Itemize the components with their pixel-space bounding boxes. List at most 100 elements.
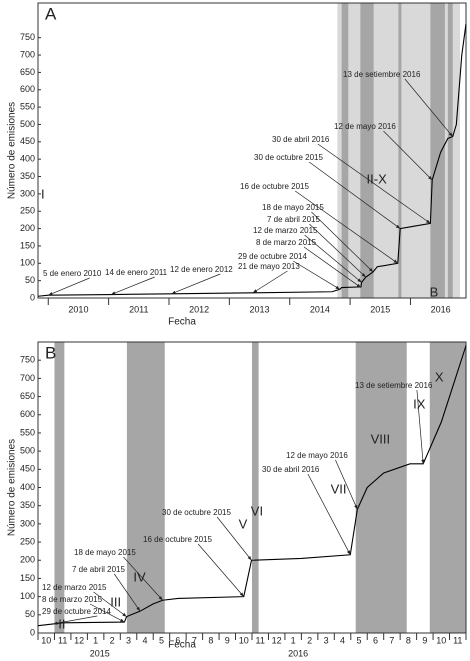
y-tick-label: 200 bbox=[20, 555, 35, 565]
x-tick-label: 3 bbox=[324, 635, 329, 645]
x-tick-label: 1 bbox=[93, 635, 98, 645]
shaded-band bbox=[252, 342, 259, 633]
annotation-arrow bbox=[404, 78, 453, 137]
x-tick-label: 12 bbox=[272, 635, 282, 645]
shaded-band bbox=[429, 342, 466, 633]
annotation-label: 29 de octubre 2014 bbox=[42, 607, 111, 616]
annotation-arrow bbox=[292, 260, 341, 290]
x-tick-label: 10 bbox=[239, 635, 249, 645]
x-tick-label: 2 bbox=[110, 635, 115, 645]
annotation-label: 12 de mayo 2016 bbox=[334, 122, 396, 131]
x-axis-title: Fecha bbox=[168, 317, 196, 328]
annotation-arrow bbox=[335, 459, 358, 510]
annotation-label: 13 de setiembre 2016 bbox=[343, 70, 421, 79]
plot-frame bbox=[37, 2, 467, 299]
annotation-arrow bbox=[303, 246, 362, 288]
y-tick-label: 350 bbox=[20, 500, 35, 510]
x-tick-label: 11 bbox=[58, 635, 67, 645]
region-label: VIII bbox=[371, 431, 391, 446]
annotation-arrow bbox=[89, 603, 125, 623]
y-axis-title: Número de emisiones bbox=[7, 439, 18, 536]
annotation-arrow bbox=[416, 389, 425, 464]
annotation-arrow bbox=[307, 473, 351, 555]
region-label: VI bbox=[251, 503, 263, 518]
x-tick-label: 2011 bbox=[129, 304, 148, 314]
x-tick-label: 2016 bbox=[431, 304, 451, 314]
annotation-label: 18 de mayo 2015 bbox=[74, 548, 136, 557]
shaded-band bbox=[360, 3, 374, 298]
x-tick-label: 10 bbox=[436, 635, 446, 645]
x-tick-label: 2015 bbox=[370, 304, 390, 314]
x-tick-label: 2 bbox=[307, 635, 312, 645]
annotation-label: 7 de abril 2015 bbox=[72, 565, 125, 574]
x-tick-label: 11 bbox=[256, 635, 265, 645]
x-tick-label: 2014 bbox=[310, 304, 330, 314]
annotation-arrow bbox=[110, 276, 155, 295]
region-label: II bbox=[58, 616, 65, 631]
shaded-band bbox=[398, 3, 402, 298]
annotation-label: 30 de octubre 2015 bbox=[254, 153, 323, 162]
x-axis-title: Fecha bbox=[168, 640, 196, 651]
x-tick-label: 9 bbox=[225, 635, 230, 645]
x-tick-label: 4 bbox=[340, 635, 345, 645]
y-tick-label: 250 bbox=[20, 536, 35, 546]
shaded-band bbox=[126, 342, 165, 633]
shaded-band bbox=[430, 3, 445, 298]
y-tick-label: 650 bbox=[20, 391, 35, 401]
annotation-arrow bbox=[53, 615, 98, 625]
annotation-label: 16 de octubre 2015 bbox=[240, 182, 309, 191]
y-tick-label: 350 bbox=[20, 171, 35, 181]
region-label: II-X bbox=[367, 171, 388, 186]
region-label: IX bbox=[413, 396, 426, 411]
y-tick-label: 0 bbox=[30, 292, 35, 302]
x-tick-label: 6 bbox=[175, 635, 180, 645]
y-tick-label: 600 bbox=[20, 84, 35, 94]
shaded-band bbox=[54, 342, 65, 633]
x-tick-label: 5 bbox=[159, 635, 164, 645]
annotation-label: 13 de setiembre 2016 bbox=[355, 381, 433, 390]
x-tick-label: 5 bbox=[356, 635, 361, 645]
y-tick-label: 50 bbox=[25, 609, 35, 619]
annotation-label: 30 de abril 2016 bbox=[262, 465, 320, 474]
year-label: 2015 bbox=[90, 648, 110, 658]
x-tick-label: 2012 bbox=[189, 304, 209, 314]
y-tick-label: 300 bbox=[20, 518, 35, 528]
y-tick-label: 0 bbox=[30, 627, 35, 637]
region-label: I bbox=[41, 186, 45, 201]
y-tick-label: 550 bbox=[20, 101, 35, 111]
x-tick-label: 1 bbox=[291, 635, 296, 645]
x-tick-label: 7 bbox=[192, 635, 197, 645]
annotation-arrow bbox=[383, 130, 433, 181]
annotation-label: 29 de octubre 2014 bbox=[238, 252, 307, 261]
data-line bbox=[37, 23, 467, 297]
region-label: IV bbox=[133, 570, 146, 585]
y-tick-label: 150 bbox=[20, 573, 35, 583]
annotation-label: 16 de octubre 2015 bbox=[143, 535, 212, 544]
annotation-arrow bbox=[114, 573, 141, 612]
x-tick-label: 2010 bbox=[68, 304, 88, 314]
region-label: V bbox=[239, 516, 248, 531]
y-tick-label: 100 bbox=[20, 591, 35, 601]
annotation-arrow bbox=[171, 273, 221, 295]
annotation-arrow bbox=[252, 270, 288, 294]
annotation-arrow bbox=[123, 556, 163, 601]
y-tick-label: 200 bbox=[20, 223, 35, 233]
x-tick-label: 8 bbox=[208, 635, 213, 645]
x-tick-label: 2013 bbox=[250, 304, 270, 314]
x-tick-label: 8 bbox=[406, 635, 411, 645]
y-tick-label: 550 bbox=[20, 427, 35, 437]
shaded-band bbox=[447, 3, 453, 298]
y-axis-title: Número de emisiones bbox=[7, 102, 18, 199]
y-tick-label: 50 bbox=[25, 275, 35, 285]
y-tick-label: 150 bbox=[20, 240, 35, 250]
y-tick-label: 400 bbox=[20, 154, 35, 164]
annotation-label: 18 de mayo 2015 bbox=[262, 203, 324, 212]
x-tick-label: 11 bbox=[453, 635, 462, 645]
annotation-label: 7 de abril 2015 bbox=[267, 215, 320, 224]
annotation-arrow bbox=[93, 591, 127, 617]
x-tick-label: 7 bbox=[389, 635, 394, 645]
y-tick-label: 500 bbox=[20, 446, 35, 456]
y-tick-label: 750 bbox=[20, 32, 35, 42]
annotation-label: 5 de enero 2010 bbox=[43, 269, 102, 278]
